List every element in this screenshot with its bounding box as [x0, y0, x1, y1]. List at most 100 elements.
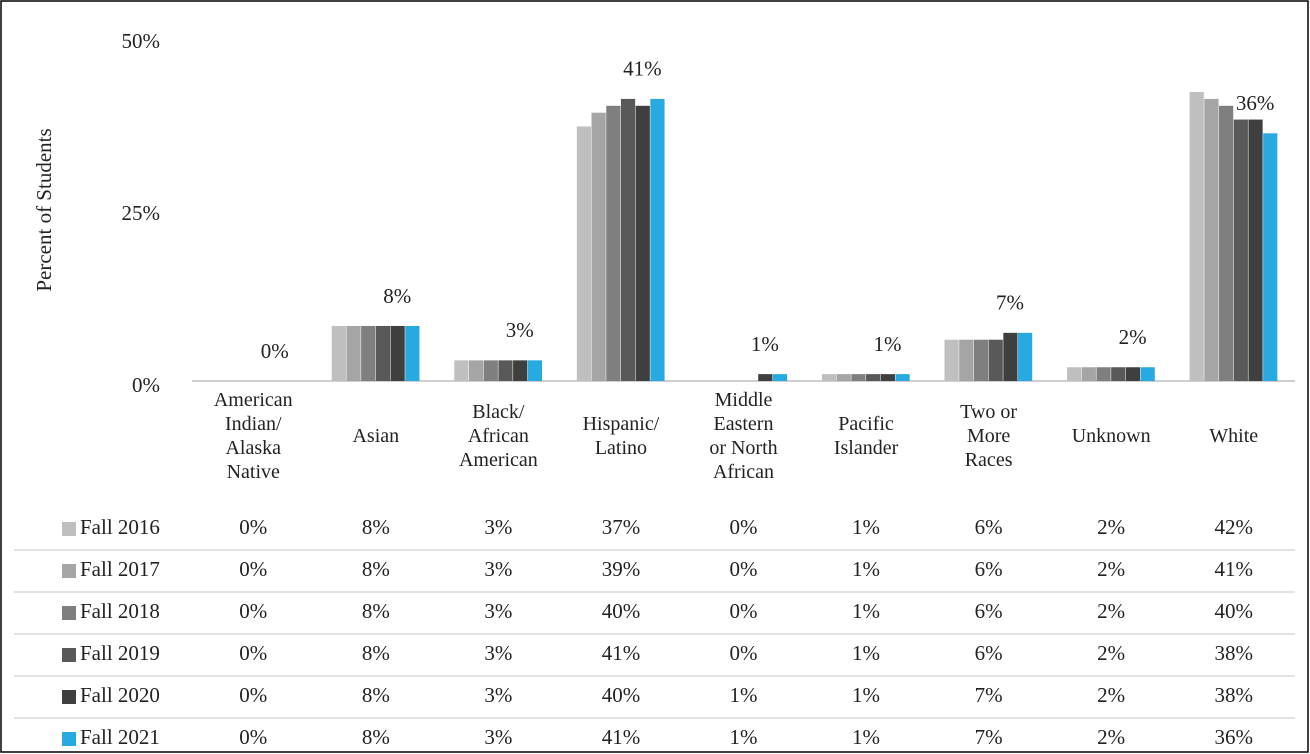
table-cell: 0% — [730, 557, 758, 581]
data-label: 0% — [261, 339, 289, 363]
bar — [1003, 332, 1018, 381]
y-tick-label: 50% — [122, 29, 161, 53]
table-cell: 6% — [975, 515, 1003, 539]
table-cell: 39% — [602, 557, 641, 581]
legend-swatch — [62, 522, 76, 536]
data-label: 7% — [996, 291, 1024, 315]
data-label: 36% — [1236, 91, 1275, 115]
legend-label: Fall 2018 — [80, 599, 160, 623]
bar — [1067, 367, 1082, 381]
table-cell: 0% — [730, 641, 758, 665]
x-tick-label: Two or More Races — [960, 401, 1018, 471]
table-cell: 3% — [484, 599, 512, 623]
bar — [1189, 92, 1204, 381]
table-cell: 1% — [730, 683, 758, 707]
data-label: 8% — [383, 284, 411, 308]
bar — [1096, 367, 1111, 381]
legend-swatch — [62, 606, 76, 620]
bar — [591, 112, 606, 382]
table-cell: 40% — [602, 683, 641, 707]
bar — [405, 325, 420, 381]
x-tick-label: Asian — [352, 425, 400, 447]
legend-label: Fall 2016 — [80, 515, 160, 539]
table-cell: 7% — [975, 683, 1003, 707]
table-cell: 38% — [1214, 641, 1253, 665]
x-tick-label: Middle Eastern or North African — [709, 389, 778, 483]
bar — [1263, 133, 1278, 381]
table-cell: 1% — [852, 683, 880, 707]
data-label: 2% — [1119, 325, 1147, 349]
data-label: 41% — [623, 57, 662, 81]
bar — [1204, 98, 1219, 382]
data-label: 1% — [873, 332, 901, 356]
x-tick-label: American Indian/ Alaska Native — [213, 389, 293, 483]
bar — [606, 105, 621, 382]
bar — [346, 325, 361, 381]
bar — [513, 360, 528, 381]
bar — [527, 360, 543, 381]
table-cell: 41% — [1214, 557, 1253, 581]
bar — [1233, 119, 1248, 381]
bar — [468, 360, 484, 381]
x-tick-label: Unknown — [1071, 425, 1151, 447]
table-cell: 1% — [852, 557, 880, 581]
table-cell: 0% — [730, 599, 758, 623]
table-cell: 1% — [852, 725, 880, 749]
bar — [1248, 119, 1263, 381]
y-tick-label: 0% — [132, 373, 160, 397]
bar — [758, 374, 773, 381]
table-cell: 8% — [362, 599, 390, 623]
table-cell: 3% — [484, 641, 512, 665]
legend-label: Fall 2021 — [80, 725, 160, 749]
bar — [836, 374, 851, 381]
bar — [851, 374, 866, 381]
x-tick-label: Pacific Islander — [833, 413, 899, 459]
table-cell: 42% — [1214, 515, 1253, 539]
table-cell: 7% — [975, 725, 1003, 749]
legend-swatch — [62, 564, 76, 578]
table-cell: 36% — [1214, 725, 1253, 749]
bar — [1219, 105, 1234, 382]
table-cell: 6% — [975, 557, 1003, 581]
table-cell: 0% — [730, 515, 758, 539]
table-cell: 1% — [852, 515, 880, 539]
table-cell: 1% — [852, 641, 880, 665]
table-cell: 0% — [239, 725, 267, 749]
bar — [821, 374, 837, 381]
bar — [1125, 367, 1141, 381]
legend-swatch — [62, 648, 76, 662]
bar — [331, 325, 346, 381]
bar — [1081, 367, 1096, 381]
bar — [1018, 332, 1033, 381]
table-cell: 41% — [602, 725, 641, 749]
table-cell: 8% — [362, 683, 390, 707]
table-cell: 6% — [975, 641, 1003, 665]
data-label: 1% — [751, 332, 779, 356]
table-cell: 0% — [239, 515, 267, 539]
bar — [866, 374, 881, 381]
table-cell: 2% — [1097, 683, 1125, 707]
bar — [375, 325, 391, 381]
bar — [620, 98, 636, 382]
bar — [483, 360, 498, 381]
x-tick-label: Black/ African American — [458, 401, 538, 471]
table-cell: 6% — [975, 599, 1003, 623]
legend-label: Fall 2020 — [80, 683, 160, 707]
table-cell: 2% — [1097, 725, 1125, 749]
table-cell: 0% — [239, 683, 267, 707]
legend-swatch — [62, 690, 76, 704]
table-cell: 3% — [484, 557, 512, 581]
table-cell: 2% — [1097, 557, 1125, 581]
table-cell: 40% — [602, 599, 641, 623]
table-cell: 3% — [484, 725, 512, 749]
table-cell: 8% — [362, 725, 390, 749]
bar — [973, 339, 989, 381]
bar — [576, 126, 592, 381]
data-label: 3% — [506, 318, 534, 342]
table-cell: 38% — [1214, 683, 1253, 707]
table-cell: 8% — [362, 515, 390, 539]
x-tick-label: White — [1209, 425, 1259, 447]
bar — [454, 360, 469, 381]
